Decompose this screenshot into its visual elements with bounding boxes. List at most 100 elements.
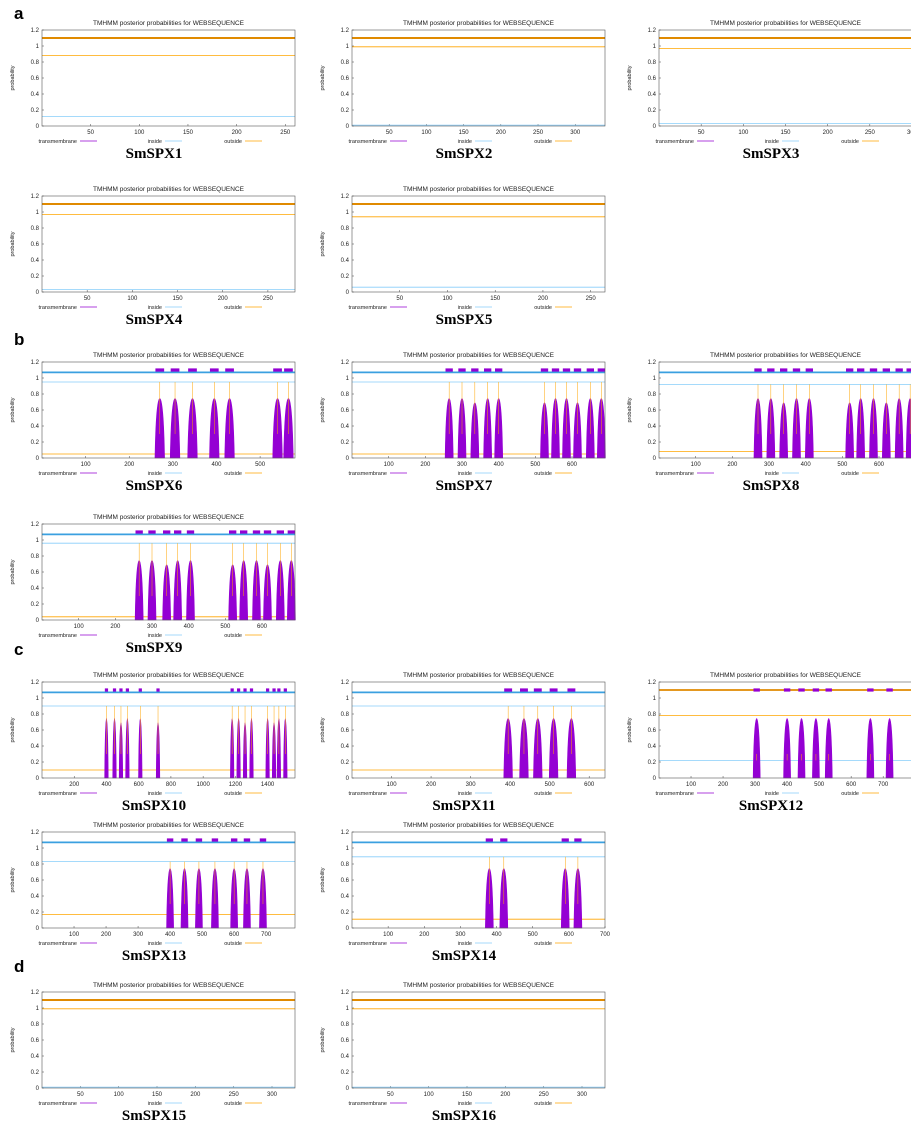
legend-label: inside [148, 791, 162, 797]
topology-helix-block [259, 838, 267, 842]
x-tick-label: 500 [528, 932, 539, 938]
x-tick-label: 300 [466, 782, 477, 788]
y-tick-label: 1 [653, 44, 657, 50]
topology-helix-block [263, 530, 272, 534]
x-tick-label: 600 [567, 462, 578, 468]
legend-label: outside [224, 791, 242, 797]
y-tick-label: 0.4 [31, 744, 40, 750]
tm-probability-peak [812, 718, 820, 779]
legend-label: inside [458, 941, 472, 947]
x-tick-label: 100 [384, 462, 395, 468]
y-tick-label: 0.6 [341, 728, 350, 734]
y-tick-label: 1 [36, 1006, 40, 1012]
legend-label: outside [841, 139, 859, 145]
y-tick-label: 1 [346, 846, 350, 852]
topology-helix-block [287, 530, 295, 534]
chart-title: TMHMM posterior probabilities for WEBSEQ… [93, 352, 245, 359]
x-tick-label: 100 [691, 462, 702, 468]
y-tick-label: 0.8 [31, 862, 40, 868]
chart-caption: SmSPX8 [742, 478, 800, 494]
x-tick-label: 500 [837, 462, 848, 468]
chart-title: TMHMM posterior probabilities for WEBSEQ… [93, 20, 245, 27]
legend-label: inside [148, 941, 162, 947]
x-tick-label: 100 [442, 296, 453, 302]
y-tick-label: 1 [36, 44, 40, 50]
chart-title: TMHMM posterior probabilities for WEBSEQ… [403, 186, 555, 193]
legend-label: outside [534, 471, 552, 477]
legend-label: inside [458, 471, 472, 477]
tm-probability-peak [866, 718, 875, 779]
y-axis-label: probability [320, 1027, 326, 1052]
topology-helix-block [574, 838, 582, 842]
x-tick-label: 700 [600, 932, 610, 938]
x-tick-label: 300 [457, 462, 468, 468]
chart-caption: SmSPX14 [431, 948, 497, 964]
y-axis-label: probability [10, 559, 16, 584]
chart-panel-SmSPX1: TMHMM posterior probabilities for WEBSEQ… [8, 16, 300, 162]
y-tick-label: 1.2 [341, 830, 350, 836]
y-tick-label: 0 [346, 776, 350, 782]
x-tick-label: 600 [846, 782, 857, 788]
legend-label: transmembrane [38, 305, 77, 311]
x-tick-label: 500 [255, 462, 266, 468]
y-tick-label: 0.6 [31, 1038, 40, 1044]
topology-helix-block [148, 530, 156, 534]
legend-label: inside [148, 471, 162, 477]
chart-panel-SmSPX12: TMHMM posterior probabilities for WEBSEQ… [625, 668, 911, 814]
legend-label: transmembrane [348, 471, 387, 477]
y-tick-label: 0.6 [31, 242, 40, 248]
tmhmm-chart: TMHMM posterior probabilities for WEBSEQ… [627, 352, 911, 477]
y-tick-label: 0.8 [648, 392, 657, 398]
y-tick-label: 1.2 [648, 28, 657, 34]
plot-frame [41, 991, 296, 1089]
x-tick-label: 300 [267, 1092, 278, 1098]
topology-helix-block [754, 368, 762, 372]
plot-frame [351, 991, 606, 1089]
y-tick-label: 0.4 [648, 424, 657, 430]
chart-panel-SmSPX9: TMHMM posterior probabilities for WEBSEQ… [8, 510, 300, 656]
y-tick-label: 0.6 [648, 76, 657, 82]
y-tick-label: 0 [36, 290, 40, 296]
y-tick-label: 0.8 [341, 226, 350, 232]
chart-caption: SmSPX13 [121, 948, 187, 964]
tmhmm-chart: TMHMM posterior probabilities for WEBSEQ… [320, 982, 606, 1107]
chart-panel-SmSPX7: TMHMM posterior probabilities for WEBSEQ… [318, 348, 610, 494]
tmhmm-chart: TMHMM posterior probabilities for WEBSEQ… [10, 352, 296, 477]
legend-label: transmembrane [655, 139, 694, 145]
topology-helix-block [586, 368, 594, 372]
topology-helix-block [540, 368, 549, 372]
tmhmm-chart: TMHMM posterior probabilities for WEBSEQ… [10, 186, 296, 311]
x-tick-label: 50 [698, 130, 705, 136]
y-tick-label: 0.4 [341, 424, 350, 430]
y-tick-label: 1 [653, 376, 657, 382]
y-axis-label: probability [627, 65, 633, 90]
x-tick-label: 200 [218, 296, 229, 302]
topology-helix-block [484, 368, 492, 372]
y-tick-label: 0.6 [341, 408, 350, 414]
topology-helix-block [119, 688, 123, 692]
legend-label: transmembrane [38, 633, 77, 639]
chart-title: TMHMM posterior probabilities for WEBSEQ… [93, 514, 245, 521]
plot-frame [658, 29, 911, 127]
y-tick-label: 0.4 [31, 258, 40, 264]
y-tick-label: 0 [36, 926, 40, 932]
chart-title: TMHMM posterior probabilities for WEBSEQ… [710, 352, 862, 359]
topology-helix-block [825, 688, 832, 692]
y-axis-label: probability [320, 867, 326, 892]
x-tick-label: 500 [545, 782, 556, 788]
y-axis-label: probability [320, 231, 326, 256]
topology-helix-block [495, 368, 503, 372]
topology-helix-block [135, 530, 143, 534]
x-tick-label: 150 [152, 1092, 163, 1098]
topology-helix-block [573, 368, 582, 372]
x-tick-label: 250 [229, 1092, 240, 1098]
y-tick-label: 0.8 [31, 392, 40, 398]
x-tick-label: 300 [570, 130, 581, 136]
tmhmm-chart: TMHMM posterior probabilities for WEBSEQ… [320, 352, 606, 477]
y-tick-label: 0 [36, 124, 40, 130]
topology-helix-block [549, 688, 558, 692]
y-tick-label: 0.8 [341, 60, 350, 66]
legend-label: outside [224, 633, 242, 639]
topology-helix-block [265, 688, 270, 692]
y-tick-label: 0.2 [341, 274, 350, 280]
